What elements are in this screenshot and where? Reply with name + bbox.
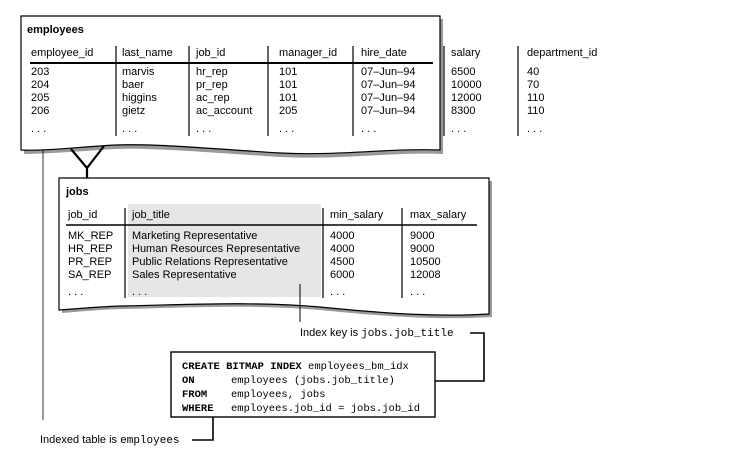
jobs-cell: 4500 — [330, 256, 355, 268]
employees-cell: . . . — [527, 123, 543, 135]
jobs-cell: 12008 — [410, 269, 441, 281]
employees-cell: 203 — [31, 66, 50, 78]
sql-index-name: employees_bm_idx — [308, 361, 409, 373]
employees-column-header: hire_date — [361, 47, 407, 59]
jobs-cell: MK_REP — [68, 230, 114, 242]
jobs-cell: . . . — [68, 286, 84, 298]
employees-cell: . . . — [31, 123, 47, 135]
employees-cell: . . . — [279, 123, 295, 135]
jobs-column-header: job_title — [132, 209, 170, 221]
sql-box — [170, 351, 436, 418]
employees-cell: 40 — [527, 66, 540, 78]
employees-table-frame — [20, 15, 441, 155]
jobs-column-header: job_id — [68, 209, 98, 221]
sql-keyword-on: ON — [182, 375, 195, 387]
index-key-annotation: Index key is jobs.job_title — [300, 327, 454, 341]
jobs-cell: Human Resources Representative — [132, 243, 301, 255]
employees-cell: ac_rep — [196, 92, 230, 104]
sql-keyword-from: FROM — [182, 389, 208, 401]
employees-cell: . . . — [451, 123, 467, 135]
jobs-cell: 6000 — [330, 269, 355, 281]
employees-cell: 205 — [279, 105, 298, 117]
crows-foot-connector — [70, 145, 105, 178]
indexed-table-annotation: Indexed table is employees — [40, 434, 180, 448]
jobs-cell: . . . — [132, 286, 148, 298]
employees-cell: 6500 — [451, 66, 476, 78]
sql-on-clause: employees (jobs.job_title) — [231, 375, 395, 387]
employees-cell: 12000 — [451, 92, 482, 104]
jobs-cell: HR_REP — [68, 243, 113, 255]
employees-cell: hr_rep — [196, 66, 228, 78]
employees-cell: 101 — [279, 92, 298, 104]
employees-column-header: last_name — [122, 47, 173, 59]
jobs-cell: 10500 — [410, 256, 441, 268]
sql-keyword-where: WHERE — [182, 403, 214, 415]
employees-column-header: job_id — [196, 47, 226, 59]
employees-cell: ac_account — [196, 105, 253, 117]
jobs-cell: Marketing Representative — [132, 230, 258, 242]
employees-cell: . . . — [361, 123, 377, 135]
employees-column-separators — [115, 46, 354, 136]
jobs-column-header: min_salary — [330, 209, 384, 221]
employees-cell: 07–Jun–94 — [361, 79, 416, 91]
employees-cell: . . . — [196, 123, 212, 135]
employees-cell: 206 — [31, 105, 50, 117]
employees-cell: pr_rep — [196, 79, 228, 91]
indexed-table-code: employees — [120, 435, 180, 447]
employees-cell: 10000 — [451, 79, 482, 91]
employees-cell: higgins — [122, 92, 157, 104]
employees-column-header: employee_id — [31, 47, 94, 59]
jobs-cell: PR_REP — [68, 256, 113, 268]
jobs-table-title: jobs — [66, 186, 89, 198]
sql-keyword-create: CREATE BITMAP INDEX — [182, 361, 302, 373]
sql-from-clause: employees, jobs — [231, 389, 326, 401]
jobs-column-header: max_salary — [410, 209, 467, 221]
index-key-code: jobs.job_title — [361, 328, 454, 340]
jobs-cell: . . . — [330, 286, 346, 298]
employees-cell: 07–Jun–94 — [361, 105, 416, 117]
employees-cell: 204 — [31, 79, 50, 91]
employees-column-header: salary — [451, 47, 481, 59]
employees-cell: 205 — [31, 92, 50, 104]
employees-column-header: department_id — [527, 47, 598, 59]
employees-cell: 110 — [527, 105, 545, 117]
employees-cell: 70 — [527, 79, 540, 91]
employees-table-title: employees — [27, 24, 84, 36]
employees-cell: 07–Jun–94 — [361, 66, 416, 78]
employees-cell: 07–Jun–94 — [361, 92, 416, 104]
jobs-cell: 4000 — [330, 230, 355, 242]
job-title-highlight — [128, 204, 321, 297]
employees-cell: 110 — [527, 92, 545, 104]
employees-cell: 101 — [279, 79, 298, 91]
jobs-cell: . . . — [410, 286, 426, 298]
index-key-label: Index key is — [300, 327, 362, 339]
employees-cell: baer — [122, 79, 145, 91]
employees-cell: gietz — [122, 105, 146, 117]
sql-line-1: CREATE BITMAP INDEX employees_bm_idx — [182, 360, 409, 374]
sql-where-clause: employees.job_id = jobs.job_id — [231, 403, 421, 415]
indexed-table-label: Indexed table is — [40, 434, 121, 446]
jobs-cell: SA_REP — [68, 269, 112, 281]
employees-column-header: manager_id — [279, 47, 338, 59]
employees-cell: 8300 — [451, 105, 476, 117]
jobs-column-separators — [124, 208, 403, 298]
jobs-cell: Sales Representative — [132, 269, 237, 281]
jobs-cell: 9000 — [410, 243, 435, 255]
index-key-leader — [299, 284, 485, 382]
jobs-cell: 4000 — [330, 243, 355, 255]
employees-cell: 101 — [279, 66, 298, 78]
jobs-cell: Public Relations Representative — [132, 256, 288, 268]
employees-cell: marvis — [122, 66, 155, 78]
jobs-cell: 9000 — [410, 230, 435, 242]
employees-cell: . . . — [122, 123, 138, 135]
